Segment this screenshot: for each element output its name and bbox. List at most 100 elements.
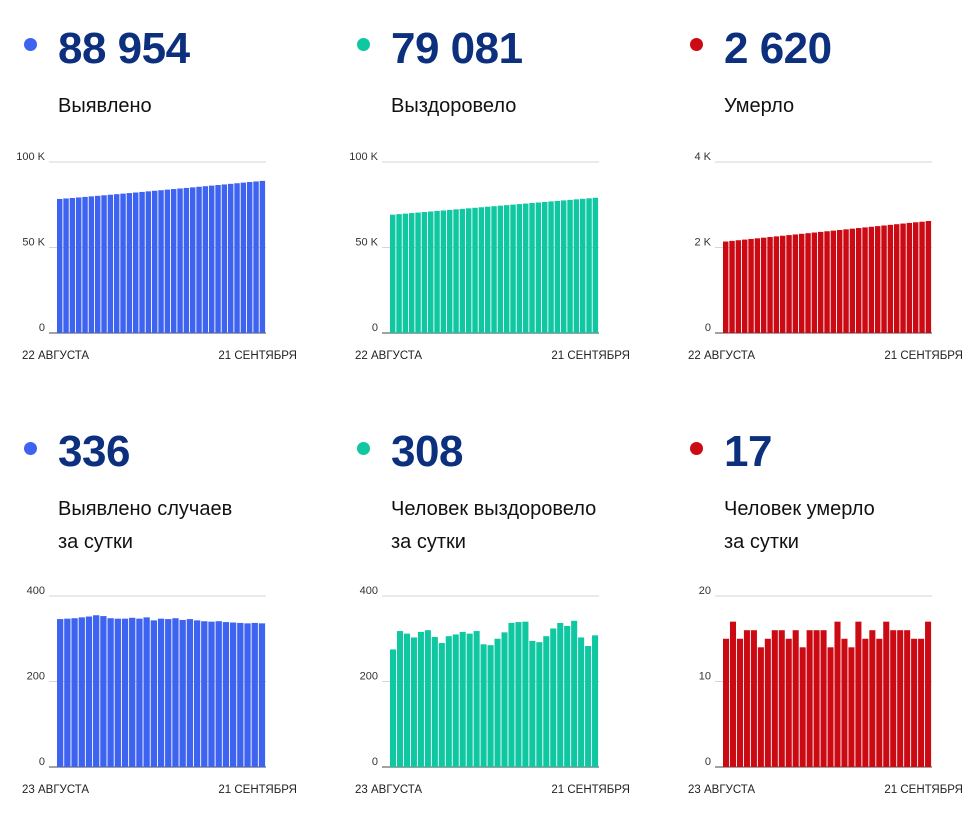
x-end-label: 21 СЕНТЯБРЯ: [551, 350, 630, 362]
bar: [71, 618, 78, 767]
panel-daily-deaths: 17 Человек умерло за сутки 0 10 20 23 АВГУСТА 2…: [666, 412, 969, 812]
bar: [887, 224, 894, 333]
bar: [100, 616, 107, 767]
bar: [244, 623, 251, 767]
bar: [202, 186, 209, 333]
bar: [228, 183, 234, 333]
bar: [585, 646, 592, 767]
bar: [139, 191, 145, 333]
bar: [251, 622, 258, 767]
bar: [143, 617, 150, 767]
bar: [837, 229, 843, 333]
bar: [554, 200, 561, 333]
bar: [209, 185, 215, 333]
bar: [152, 190, 158, 333]
metric-label-line: за сутки: [58, 531, 133, 553]
bar: [136, 618, 143, 767]
x-start-label: 23 АВГУСТА: [688, 784, 755, 796]
bar: [508, 622, 515, 767]
bar: [417, 631, 424, 767]
bar: [183, 187, 190, 333]
bar: [165, 619, 172, 767]
bar: [114, 618, 121, 767]
bar: [723, 638, 730, 767]
bar: [234, 183, 240, 333]
bar: [485, 206, 491, 333]
metric-label-line: Выявлено случаев: [58, 498, 233, 520]
metric-label: Выявлено случаев за сутки: [58, 493, 232, 559]
bar: [578, 637, 585, 767]
bar: [900, 223, 906, 333]
bar: [424, 630, 431, 767]
bar: [396, 631, 404, 767]
bar: [158, 190, 164, 333]
bar-chart: 0 200 400 23 АВГУСТА 21 СЕНТЯБРЯ: [355, 585, 630, 796]
bar: [221, 184, 228, 333]
x-start-label: 22 АВГУСТА: [688, 350, 755, 362]
bar: [780, 235, 786, 333]
bar: [561, 200, 567, 333]
bar: [57, 198, 63, 333]
metric-value: 336: [58, 427, 130, 476]
x-start-label: 23 АВГУСТА: [355, 784, 422, 796]
x-end-label: 21 СЕНТЯБРЯ: [551, 784, 630, 796]
x-end-label: 21 СЕНТЯБРЯ: [218, 784, 297, 796]
bar: [862, 227, 868, 333]
x-end-label: 21 СЕНТЯБРЯ: [884, 350, 963, 362]
metric-label: Человек умерло за сутки: [724, 493, 875, 559]
bar: [258, 623, 266, 767]
y-tick-label: 50 K: [355, 237, 378, 249]
metric-label-line: Человек умерло: [724, 498, 875, 520]
bar: [440, 210, 447, 333]
bar: [179, 619, 186, 767]
bar: [415, 212, 421, 333]
bar: [459, 208, 466, 333]
bar: [428, 211, 434, 333]
bar: [438, 643, 445, 767]
bar: [792, 234, 799, 333]
bar: [126, 193, 133, 333]
bar: [403, 633, 410, 767]
bar: [778, 630, 785, 767]
bar: [95, 195, 101, 333]
bar: [904, 630, 911, 767]
bar: [855, 621, 862, 767]
bar: [193, 620, 201, 767]
bar: [580, 198, 586, 333]
bar: [742, 239, 748, 333]
bar: [764, 638, 771, 767]
bar: [883, 621, 890, 767]
bar: [913, 222, 919, 333]
bar: [754, 238, 761, 333]
bar: [63, 198, 69, 333]
metric-value: 308: [391, 427, 463, 476]
bar: [841, 638, 848, 767]
bar: [571, 620, 578, 767]
bar: [786, 235, 792, 333]
bar: [107, 194, 114, 333]
bar: [869, 630, 876, 767]
bar: [564, 625, 571, 767]
metric-label: Человек выздоровело за сутки: [391, 493, 596, 559]
legend-dot: [357, 442, 370, 455]
y-tick-label: 0: [705, 322, 711, 334]
bar: [402, 213, 409, 333]
bar-chart: 0 10 20 23 АВГУСТА 21 СЕНТЯБРЯ: [688, 585, 963, 796]
bar: [919, 221, 925, 333]
bar: [120, 193, 126, 333]
bar: [157, 618, 165, 767]
bar: [247, 182, 253, 333]
bar: [592, 635, 599, 767]
bar: [811, 232, 818, 333]
bar: [409, 213, 415, 333]
metric-label-line: Умерло: [724, 95, 795, 117]
bar: [478, 207, 485, 333]
bar: [240, 182, 247, 333]
bar: [592, 197, 599, 333]
bar: [445, 636, 452, 767]
bar: [196, 186, 202, 333]
bar: [497, 205, 504, 333]
y-tick-label: 0: [372, 756, 378, 768]
bar: [57, 619, 64, 767]
bar: [129, 617, 136, 767]
